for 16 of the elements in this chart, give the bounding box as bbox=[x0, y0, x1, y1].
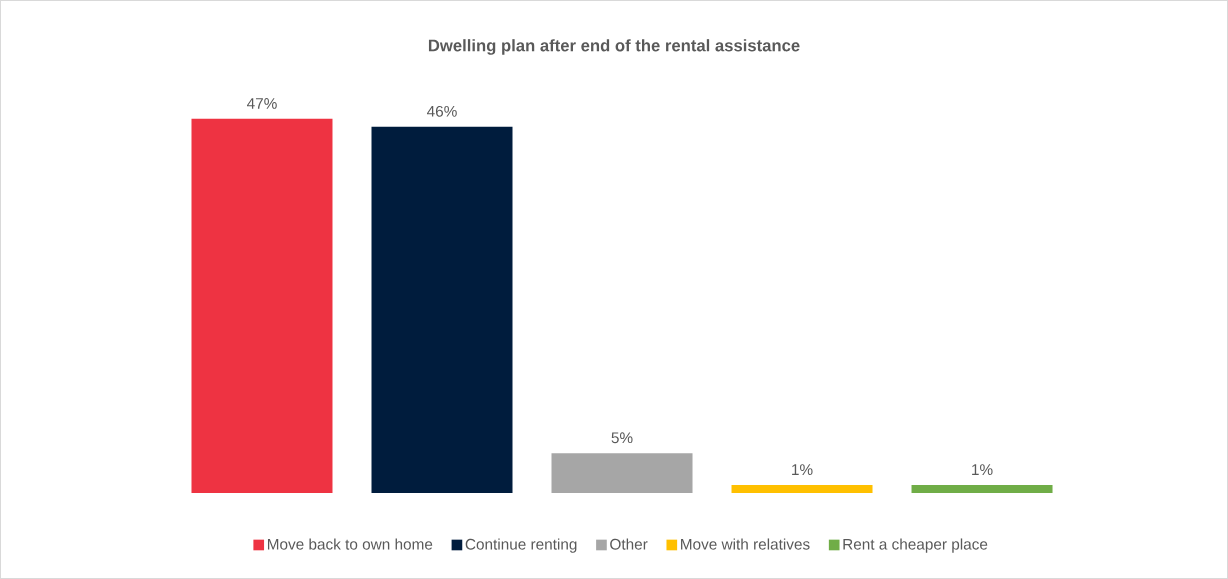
legend-label: Other bbox=[610, 538, 648, 550]
legend-label: Move with relatives bbox=[681, 538, 810, 550]
data-label: 47% bbox=[247, 98, 277, 109]
legend-label: Move back to own home bbox=[267, 538, 433, 550]
data-label: 5% bbox=[611, 432, 633, 444]
bar bbox=[551, 453, 693, 493]
legend-label: Continue renting bbox=[465, 538, 577, 553]
chart-title: Dwelling plan after end of the rental assistance bbox=[428, 39, 800, 55]
bar bbox=[731, 485, 873, 493]
data-label: 1% bbox=[792, 464, 813, 475]
bar bbox=[191, 118, 333, 493]
bar bbox=[371, 126, 513, 493]
data-label: 46% bbox=[427, 105, 457, 117]
bar bbox=[911, 485, 1053, 493]
data-label: 1% bbox=[972, 464, 993, 475]
legend-label: Rent a cheaper place bbox=[843, 538, 988, 553]
